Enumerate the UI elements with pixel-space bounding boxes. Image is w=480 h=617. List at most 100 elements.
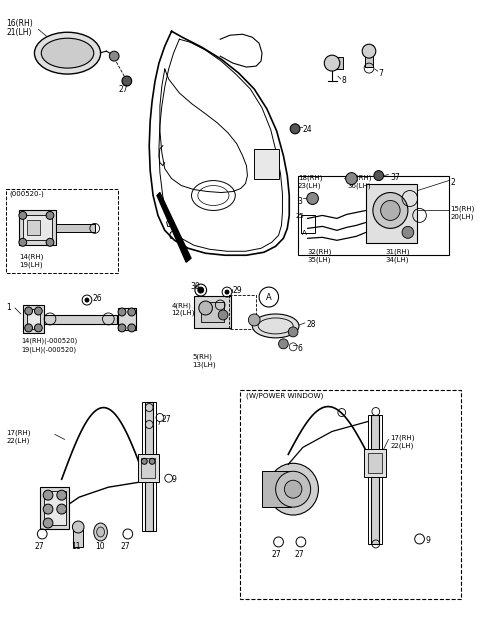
Bar bbox=[371, 415, 379, 544]
Bar bbox=[298, 176, 449, 255]
Text: 22(LH): 22(LH) bbox=[390, 442, 414, 449]
Text: 4(RH): 4(RH) bbox=[171, 302, 192, 308]
Circle shape bbox=[46, 212, 54, 220]
Bar bbox=[56, 225, 95, 233]
Bar bbox=[143, 402, 156, 531]
Text: 27: 27 bbox=[120, 542, 130, 551]
Bar bbox=[23, 305, 44, 333]
Bar bbox=[262, 471, 291, 507]
Ellipse shape bbox=[35, 32, 101, 74]
Bar bbox=[327, 57, 343, 69]
Ellipse shape bbox=[268, 463, 318, 515]
Text: 9: 9 bbox=[171, 475, 177, 484]
Text: 3: 3 bbox=[297, 196, 302, 205]
Circle shape bbox=[225, 290, 229, 294]
Circle shape bbox=[278, 339, 288, 349]
Circle shape bbox=[85, 298, 89, 302]
Bar bbox=[365, 45, 373, 67]
Bar bbox=[23, 215, 52, 240]
Bar bbox=[19, 210, 56, 246]
Text: 14(RH): 14(RH) bbox=[19, 253, 43, 260]
Circle shape bbox=[381, 201, 400, 220]
Text: 1: 1 bbox=[6, 303, 11, 312]
Circle shape bbox=[346, 173, 357, 184]
Circle shape bbox=[122, 76, 132, 86]
Circle shape bbox=[198, 287, 204, 293]
Text: 26: 26 bbox=[93, 294, 102, 303]
Circle shape bbox=[199, 301, 213, 315]
Text: 22(LH): 22(LH) bbox=[6, 437, 30, 444]
Text: 11: 11 bbox=[72, 542, 81, 551]
Text: 25: 25 bbox=[295, 213, 304, 220]
Circle shape bbox=[46, 238, 54, 246]
Bar bbox=[229, 295, 256, 329]
Text: 29: 29 bbox=[233, 286, 242, 295]
Circle shape bbox=[109, 51, 119, 61]
Circle shape bbox=[149, 458, 155, 465]
Circle shape bbox=[288, 327, 298, 337]
Text: 2: 2 bbox=[451, 178, 456, 186]
Ellipse shape bbox=[252, 314, 299, 338]
Text: 27: 27 bbox=[118, 85, 128, 94]
Text: 34(LH): 34(LH) bbox=[385, 256, 409, 263]
Bar bbox=[118, 308, 135, 330]
Circle shape bbox=[249, 314, 260, 326]
Circle shape bbox=[35, 307, 42, 315]
Text: 23(LH): 23(LH) bbox=[298, 183, 322, 189]
Text: 27: 27 bbox=[294, 550, 304, 559]
Ellipse shape bbox=[94, 523, 108, 541]
Ellipse shape bbox=[41, 38, 94, 68]
Text: 9: 9 bbox=[425, 536, 430, 545]
Bar bbox=[254, 149, 278, 178]
Bar bbox=[40, 487, 70, 529]
Text: A: A bbox=[266, 292, 272, 302]
Circle shape bbox=[19, 212, 27, 220]
Text: A: A bbox=[302, 230, 307, 236]
Text: 19(LH): 19(LH) bbox=[19, 261, 43, 268]
Bar bbox=[145, 402, 153, 531]
Text: 7: 7 bbox=[379, 69, 384, 78]
Text: 28: 28 bbox=[307, 320, 316, 329]
Circle shape bbox=[218, 310, 228, 320]
Bar bbox=[73, 527, 83, 547]
Text: 35(LH): 35(LH) bbox=[308, 256, 331, 263]
Circle shape bbox=[57, 504, 67, 514]
Bar bbox=[27, 220, 40, 235]
Text: 30: 30 bbox=[190, 282, 200, 291]
Circle shape bbox=[324, 55, 340, 71]
Text: 10: 10 bbox=[95, 542, 104, 551]
Text: 6: 6 bbox=[298, 344, 303, 353]
Bar bbox=[142, 458, 155, 478]
Text: 15(RH): 15(RH) bbox=[451, 205, 475, 212]
Text: 27: 27 bbox=[162, 415, 171, 423]
Circle shape bbox=[362, 44, 376, 58]
Circle shape bbox=[290, 124, 300, 134]
Polygon shape bbox=[157, 193, 191, 262]
Text: 17(RH): 17(RH) bbox=[6, 429, 31, 436]
Bar bbox=[55, 44, 76, 60]
Circle shape bbox=[43, 504, 53, 514]
Circle shape bbox=[25, 307, 33, 315]
Ellipse shape bbox=[276, 471, 311, 507]
Circle shape bbox=[19, 238, 27, 246]
Bar bbox=[368, 453, 382, 473]
Text: 32(RH): 32(RH) bbox=[308, 248, 332, 255]
Text: 20(LH): 20(LH) bbox=[451, 213, 474, 220]
Circle shape bbox=[307, 193, 318, 204]
Circle shape bbox=[128, 324, 135, 332]
Circle shape bbox=[118, 324, 126, 332]
Bar bbox=[201, 302, 224, 322]
Bar bbox=[368, 415, 382, 544]
Text: 36(LH): 36(LH) bbox=[348, 183, 371, 189]
Text: 27: 27 bbox=[35, 542, 44, 551]
Circle shape bbox=[25, 324, 33, 332]
Ellipse shape bbox=[284, 480, 302, 498]
Circle shape bbox=[35, 324, 42, 332]
Text: 37: 37 bbox=[390, 173, 400, 181]
Text: 24: 24 bbox=[303, 125, 312, 134]
Text: 19(LH)(-000520): 19(LH)(-000520) bbox=[21, 347, 76, 354]
Bar bbox=[27, 309, 40, 329]
Circle shape bbox=[128, 308, 135, 316]
Bar bbox=[44, 491, 66, 525]
Bar bbox=[6, 189, 118, 273]
